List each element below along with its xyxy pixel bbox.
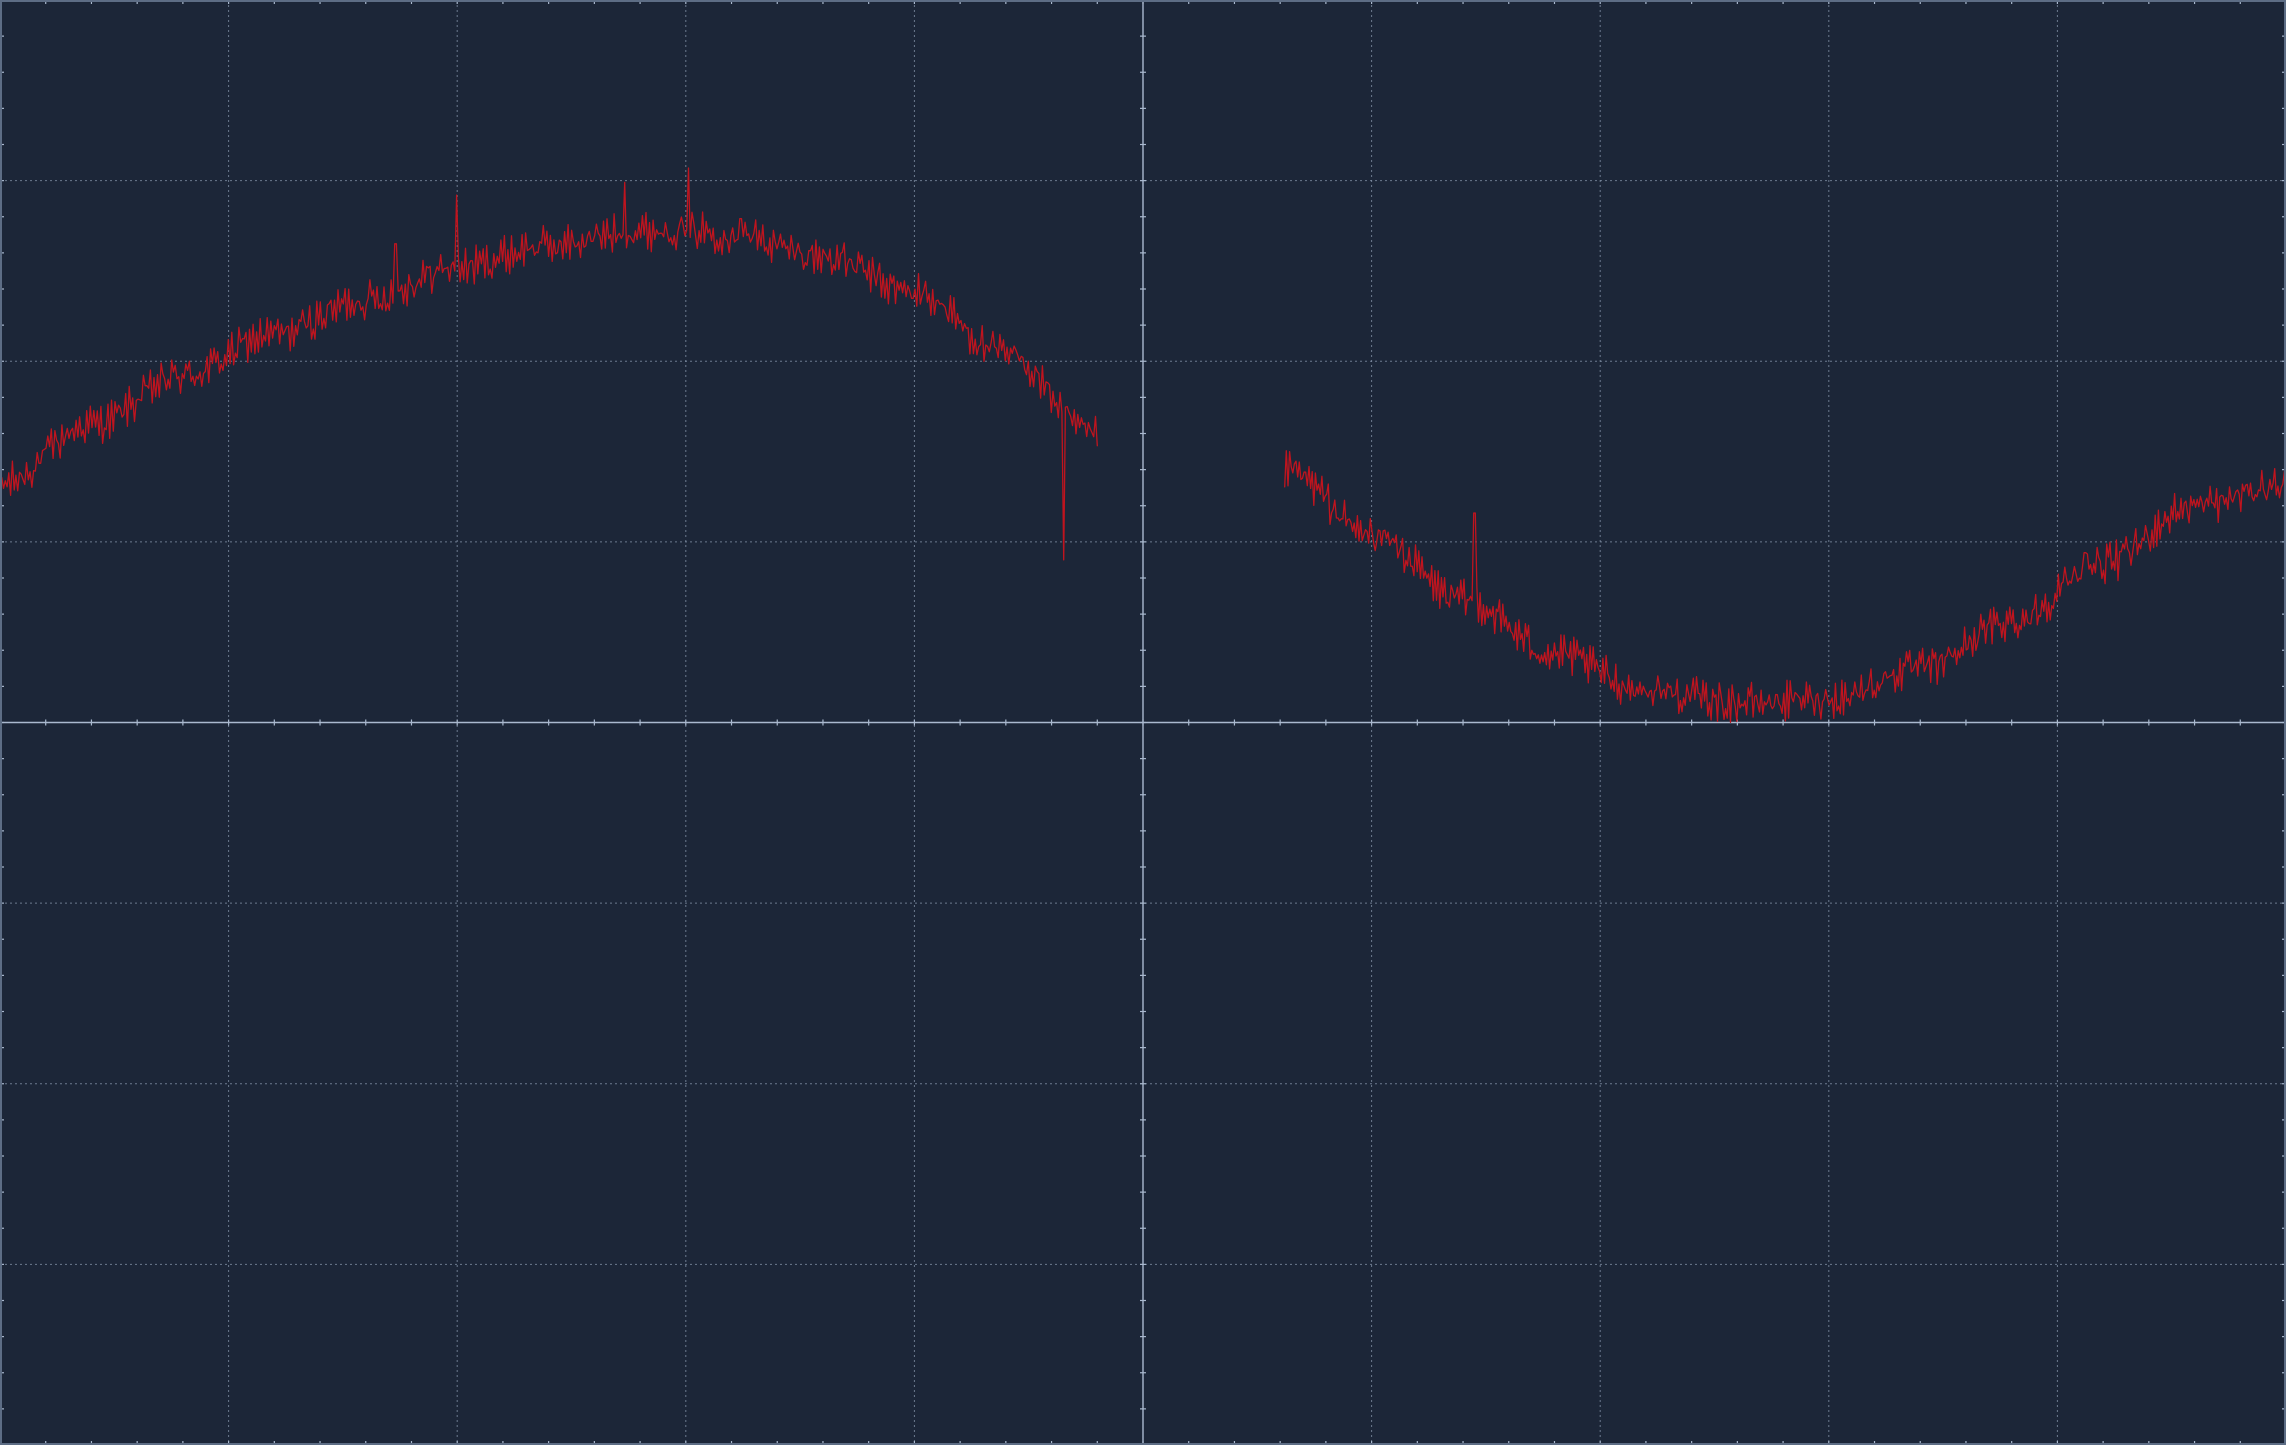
signal-trace-segment: [1284, 450, 2286, 723]
trace-layer: [0, 167, 2286, 723]
signal-trace-segment: [0, 167, 1098, 561]
